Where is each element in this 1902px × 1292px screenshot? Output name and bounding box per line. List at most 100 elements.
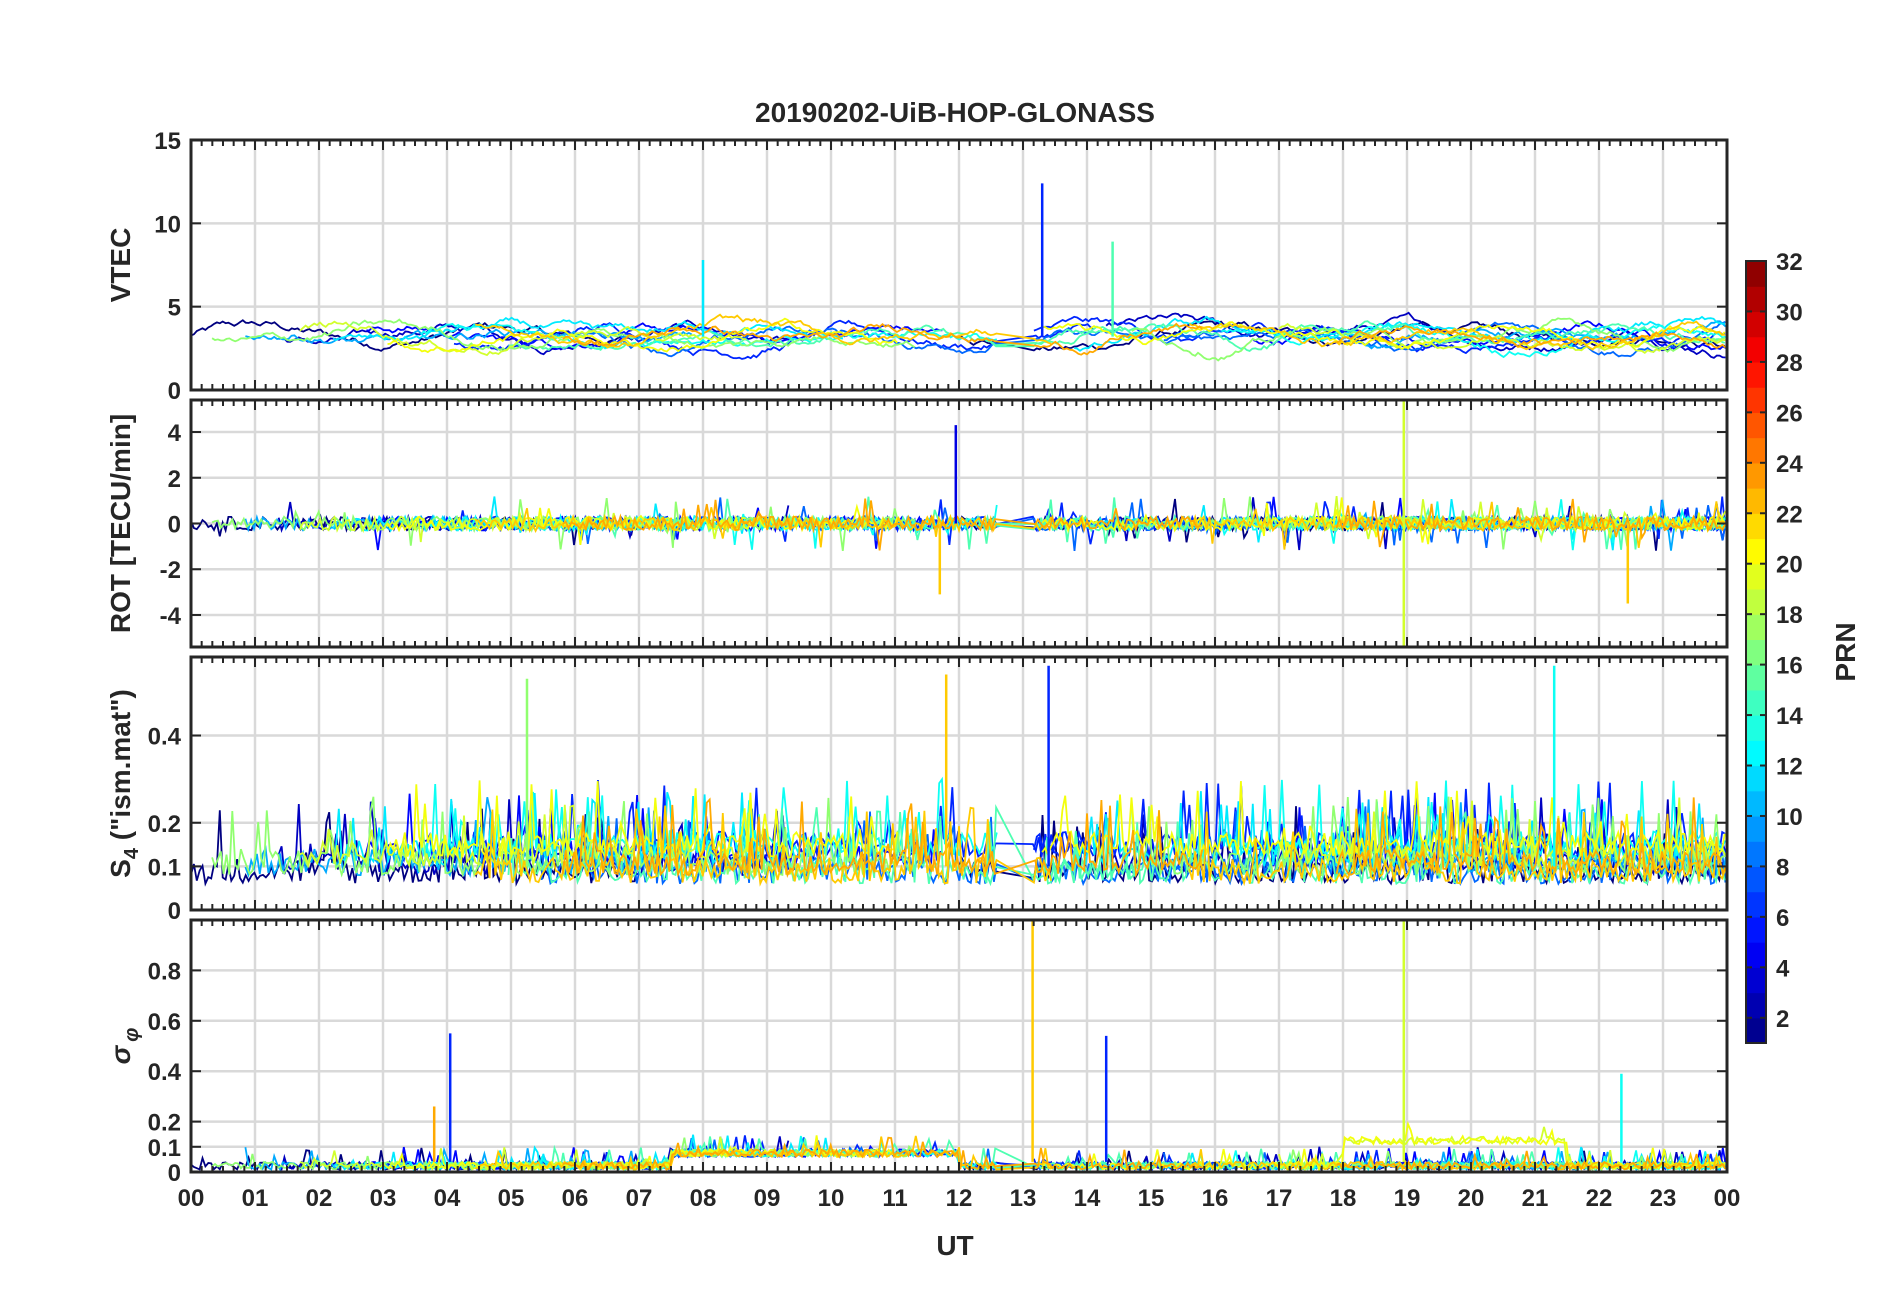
colorbar-tick-label: 28 <box>1776 350 1803 377</box>
y-tick-label: 0.8 <box>148 958 181 985</box>
y-tick-label: 0 <box>168 512 181 539</box>
colorbar-segment <box>1746 664 1766 691</box>
series-line-prn-13 <box>1221 322 1726 359</box>
y-label-main: S <box>105 859 136 878</box>
colorbar-tick-label: 30 <box>1776 299 1803 326</box>
series-line-prn-12 <box>332 316 844 342</box>
series-line-prn-23 <box>562 322 1203 356</box>
x-tick-label: 12 <box>946 1185 973 1212</box>
colorbar-segment <box>1746 1017 1766 1044</box>
series-line-prn-22 <box>1188 320 1726 351</box>
series-line-prn-22 <box>1188 808 1726 887</box>
x-tick-label: 20 <box>1458 1185 1485 1212</box>
y-tick-label: 10 <box>154 211 181 238</box>
colorbar-segment <box>1746 841 1766 868</box>
panel-vtec: 0 5 10 15 VTEC <box>105 128 1729 405</box>
series-line-prn-23 <box>1335 797 1727 878</box>
x-axis-label: UT <box>936 1230 973 1261</box>
y-label-sub: 4 <box>121 847 143 859</box>
colorbar-segment <box>1746 639 1766 666</box>
y-tick-label: 0.4 <box>148 1059 182 1086</box>
x-tick-label: 00 <box>1714 1185 1741 1212</box>
colorbar-tick-label: 32 <box>1776 249 1803 276</box>
x-tick-label: 14 <box>1074 1185 1101 1212</box>
colorbar-tick-label: 12 <box>1776 754 1803 781</box>
colorbar-tick-label: 10 <box>1776 804 1803 831</box>
series-line-prn-19 <box>299 320 747 357</box>
colorbar-tick-label: 26 <box>1776 400 1803 427</box>
y-tick-label: -4 <box>160 603 182 630</box>
series-line-prn-13 <box>420 322 998 351</box>
series-s4 <box>191 665 1727 887</box>
colorbar-segment <box>1746 563 1766 590</box>
series-line-prn-17 <box>211 318 916 352</box>
colorbar-segment <box>1746 967 1766 994</box>
colorbar-tick-label: 8 <box>1776 854 1789 881</box>
panel-s4: 00.10.20.4S4 ("ism.mat") <box>105 655 1729 925</box>
x-tick-label: 13 <box>1010 1185 1037 1212</box>
y-axis-label-vtec: VTEC <box>105 228 136 303</box>
x-tick-label: 23 <box>1650 1185 1677 1212</box>
x-tick-label: 07 <box>626 1185 653 1212</box>
series-line-prn-23 <box>1336 1150 1727 1172</box>
series-line-prn-19 <box>1278 1126 1727 1172</box>
x-tick-label: 06 <box>562 1185 589 1212</box>
y-tick-label: -2 <box>160 557 181 584</box>
y-axis-label-sigma_phi: σφ <box>105 1028 143 1065</box>
colorbar-segment <box>1746 437 1766 464</box>
grid-sigma_phi <box>191 920 1727 1172</box>
colorbar-label: PRN <box>1830 622 1861 681</box>
x-tick-label: 00 <box>178 1185 205 1212</box>
series-line-prn-1 <box>191 319 638 352</box>
panel-sigma_phi: 00.10.2 0.4 0.6 0.8 σφ <box>105 918 1729 1187</box>
colorbar-segment <box>1746 488 1766 514</box>
y-tick-label: 0.2 <box>148 1110 181 1137</box>
x-tick-label: 21 <box>1522 1185 1549 1212</box>
colorbar-segment <box>1746 866 1766 893</box>
x-tick-label: 11 <box>882 1185 907 1212</box>
colorbar-segment <box>1746 942 1766 968</box>
colorbar-segment <box>1746 715 1766 741</box>
series-line-prn-22 <box>474 805 1053 887</box>
colorbar-tick-label: 22 <box>1776 501 1803 528</box>
panel-rot: -4 -2 0 2 4 ROT [TECU/min] <box>105 398 1729 649</box>
x-tick-label: 15 <box>1138 1185 1165 1212</box>
series-rot <box>191 400 1727 647</box>
y-label-main: σ <box>105 1044 136 1064</box>
y-tick-label: 0 <box>168 1160 181 1187</box>
series-line-prn-23 <box>1335 498 1727 548</box>
colorbar-segment <box>1746 538 1766 565</box>
series-vtec <box>191 183 1727 362</box>
colorbar-segment <box>1746 614 1766 640</box>
series-line-prn-23 <box>562 498 1203 551</box>
y-tick-label: 15 <box>154 128 181 155</box>
x-tick-label: 05 <box>498 1185 525 1212</box>
colorbar-segment <box>1746 916 1766 943</box>
colorbar-segment <box>1746 311 1766 338</box>
x-tick-label: 02 <box>306 1185 333 1212</box>
y-label-rest: ("ism.mat") <box>105 689 136 848</box>
colorbar-segment <box>1746 286 1766 313</box>
series-line-prn-23 <box>561 797 1204 879</box>
colorbar-segment <box>1746 412 1766 439</box>
colorbar-segment <box>1746 815 1766 842</box>
y-tick-label: 0.1 <box>148 854 181 881</box>
colorbar-tick-label: 20 <box>1776 552 1803 579</box>
series-line-prn-19 <box>299 804 748 869</box>
x-tick-label: 09 <box>754 1185 781 1212</box>
colorbar-segment <box>1746 689 1766 716</box>
colorbar-segment <box>1746 336 1766 363</box>
y-tick-label: 0 <box>168 378 181 405</box>
y-tick-label: 0.4 <box>148 724 182 751</box>
y-tick-label: 5 <box>168 295 181 322</box>
colorbar-segment <box>1746 790 1766 817</box>
series-line-prn-22 <box>474 507 1053 548</box>
y-axis-label-rot: ROT [TECU/min] <box>105 414 136 633</box>
colorbar-segment <box>1746 765 1766 792</box>
series-line-prn-22 <box>475 313 1052 349</box>
colorbar-segment <box>1746 513 1766 540</box>
colorbar-segment <box>1746 387 1766 413</box>
series-line-prn-23 <box>1336 325 1727 349</box>
series-line-prn-1 <box>191 808 639 887</box>
